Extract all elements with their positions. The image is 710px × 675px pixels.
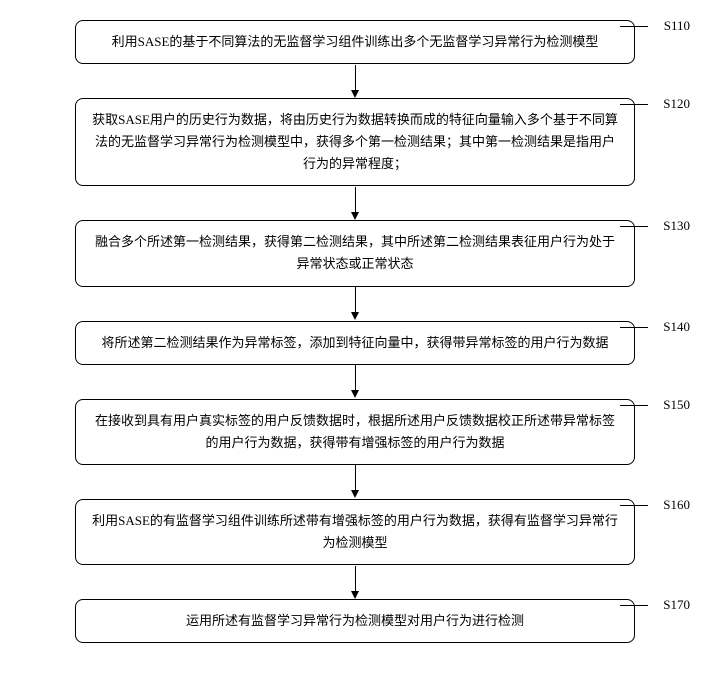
arrow-connector xyxy=(351,287,359,321)
step-box-s120: 获取SASE用户的历史行为数据，将由历史行为数据转换而成的特征向量输入多个基于不… xyxy=(75,98,635,186)
step-text: 获取SASE用户的历史行为数据，将由历史行为数据转换而成的特征向量输入多个基于不… xyxy=(90,109,620,175)
step-row: 将所述第二检测结果作为异常标签，添加到特征向量中，获得带异常标签的用户行为数据 … xyxy=(10,321,700,365)
step-row: 运用所述有监督学习异常行为检测模型对用户行为进行检测 S170 xyxy=(10,599,700,643)
step-label: S150 xyxy=(663,397,690,413)
step-label: S110 xyxy=(664,18,690,34)
step-row: 利用SASE的基于不同算法的无监督学习组件训练出多个无监督学习异常行为检测模型 … xyxy=(10,20,700,64)
step-text: 利用SASE的有监督学习组件训练所述带有增强标签的用户行为数据，获得有监督学习异… xyxy=(90,510,620,554)
step-label: S130 xyxy=(663,218,690,234)
arrow-connector xyxy=(351,565,359,599)
step-box-s170: 运用所述有监督学习异常行为检测模型对用户行为进行检测 xyxy=(75,599,635,643)
arrow-connector xyxy=(351,64,359,98)
step-box-s110: 利用SASE的基于不同算法的无监督学习组件训练出多个无监督学习异常行为检测模型 xyxy=(75,20,635,64)
step-row: 融合多个所述第一检测结果，获得第二检测结果，其中所述第二检测结果表征用户行为处于… xyxy=(10,220,700,286)
step-row: 在接收到具有用户真实标签的用户反馈数据时，根据所述用户反馈数据校正所述带异常标签… xyxy=(10,399,700,465)
label-connector xyxy=(620,26,648,27)
step-row: 获取SASE用户的历史行为数据，将由历史行为数据转换而成的特征向量输入多个基于不… xyxy=(10,98,700,186)
label-connector xyxy=(620,505,648,506)
step-row: 利用SASE的有监督学习组件训练所述带有增强标签的用户行为数据，获得有监督学习异… xyxy=(10,499,700,565)
step-text: 将所述第二检测结果作为异常标签，添加到特征向量中，获得带异常标签的用户行为数据 xyxy=(101,332,608,354)
step-label: S140 xyxy=(663,319,690,335)
step-box-s130: 融合多个所述第一检测结果，获得第二检测结果，其中所述第二检测结果表征用户行为处于… xyxy=(75,220,635,286)
step-label: S120 xyxy=(663,96,690,112)
arrow-connector xyxy=(351,186,359,220)
flowchart-container: 利用SASE的基于不同算法的无监督学习组件训练出多个无监督学习异常行为检测模型 … xyxy=(10,20,700,643)
step-label: S170 xyxy=(663,597,690,613)
step-text: 运用所述有监督学习异常行为检测模型对用户行为进行检测 xyxy=(186,610,524,632)
label-connector xyxy=(620,104,648,105)
step-box-s150: 在接收到具有用户真实标签的用户反馈数据时，根据所述用户反馈数据校正所述带异常标签… xyxy=(75,399,635,465)
step-label: S160 xyxy=(663,497,690,513)
step-box-s160: 利用SASE的有监督学习组件训练所述带有增强标签的用户行为数据，获得有监督学习异… xyxy=(75,499,635,565)
step-box-s140: 将所述第二检测结果作为异常标签，添加到特征向量中，获得带异常标签的用户行为数据 xyxy=(75,321,635,365)
label-connector xyxy=(620,405,648,406)
step-text: 利用SASE的基于不同算法的无监督学习组件训练出多个无监督学习异常行为检测模型 xyxy=(112,31,599,53)
arrow-connector xyxy=(351,365,359,399)
label-connector xyxy=(620,605,648,606)
arrow-connector xyxy=(351,465,359,499)
label-connector xyxy=(620,327,648,328)
label-connector xyxy=(620,226,648,227)
step-text: 融合多个所述第一检测结果，获得第二检测结果，其中所述第二检测结果表征用户行为处于… xyxy=(90,231,620,275)
step-text: 在接收到具有用户真实标签的用户反馈数据时，根据所述用户反馈数据校正所述带异常标签… xyxy=(90,410,620,454)
